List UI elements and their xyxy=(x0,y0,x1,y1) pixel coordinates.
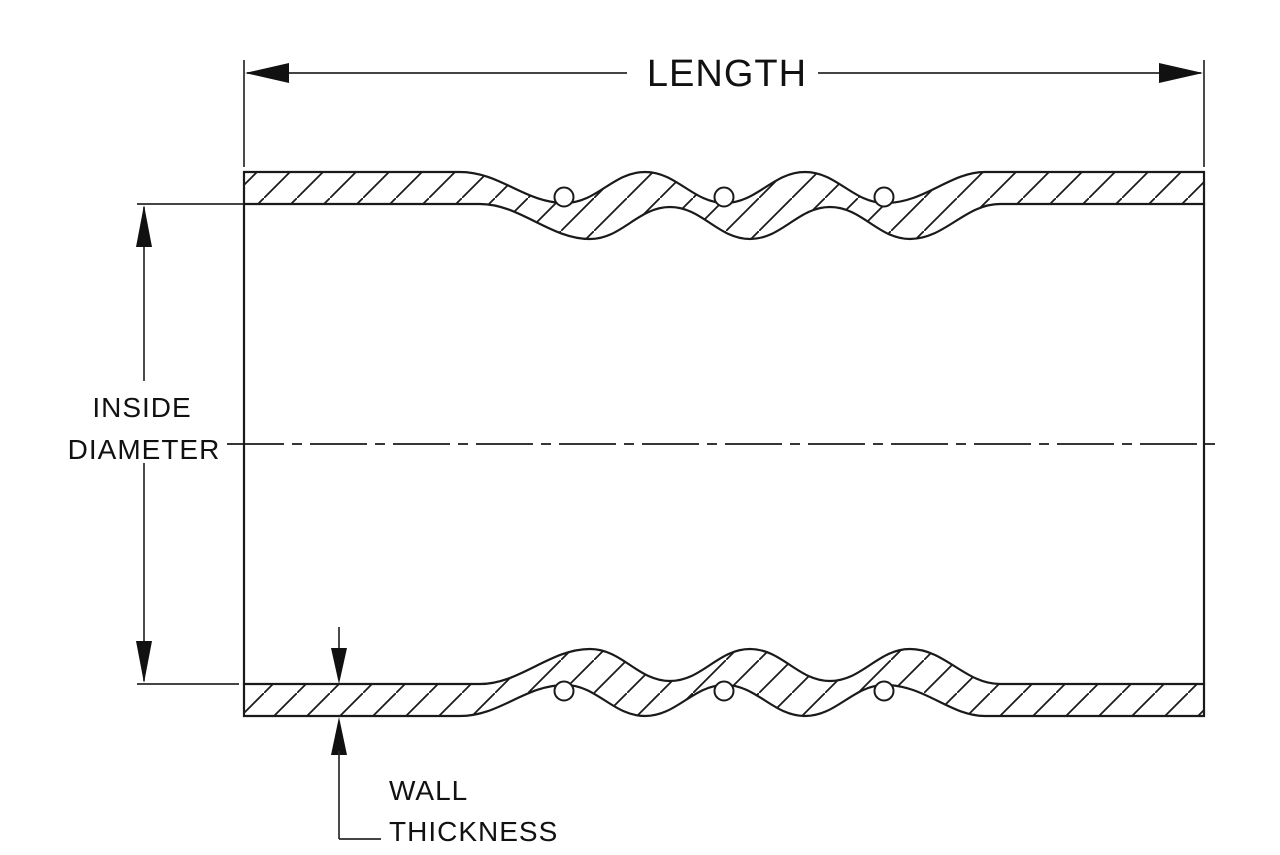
reinforcement-ring xyxy=(873,186,895,208)
reinforcement-rings-top xyxy=(553,186,895,208)
reinforcement-ring xyxy=(713,680,735,702)
length-dimension: LENGTH xyxy=(243,53,1205,167)
inside-diameter-arrowhead-up xyxy=(136,205,152,247)
wall-thickness-callout: WALL THICKNESS xyxy=(331,627,558,847)
reinforcement-ring xyxy=(873,680,895,702)
wall-thickness-arrowhead-up xyxy=(331,717,347,755)
inside-diameter-label-line2: DIAMETER xyxy=(68,434,221,465)
length-arrowhead-right xyxy=(1159,63,1203,83)
wall-thickness-label-line2: THICKNESS xyxy=(389,816,558,847)
length-arrowhead-left xyxy=(245,63,289,83)
reinforcement-rings-bottom xyxy=(553,680,895,702)
reinforcement-ring xyxy=(553,680,575,702)
reinforcement-ring xyxy=(553,186,575,208)
inside-diameter-label-line1: INSIDE xyxy=(92,392,191,423)
tube-cross-section xyxy=(242,170,1206,718)
length-label: LENGTH xyxy=(647,53,807,95)
wall-thickness-arrowhead-down xyxy=(331,648,347,684)
reinforcement-ring xyxy=(713,186,735,208)
inside-diameter-dimension: INSIDE DIAMETER xyxy=(68,203,243,685)
wall-thickness-label-line1: WALL xyxy=(389,775,468,806)
inside-diameter-arrowhead-down xyxy=(136,641,152,683)
